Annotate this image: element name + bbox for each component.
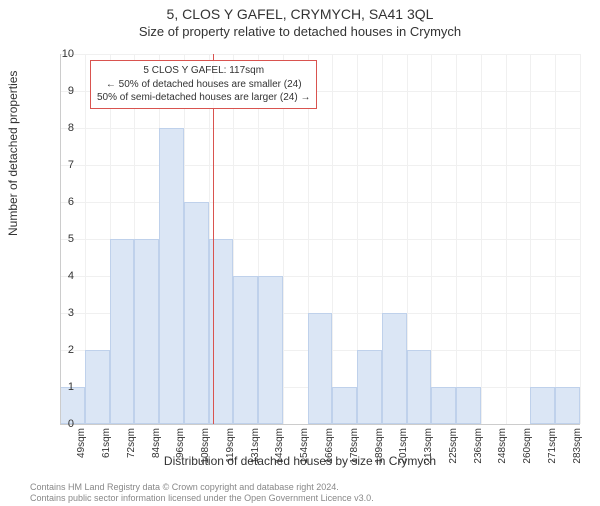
footer-line: Contains public sector information licen… <box>30 493 374 504</box>
x-tick-label: 119sqm <box>225 428 236 478</box>
gridline-horizontal <box>60 202 580 203</box>
histogram-bar <box>407 350 432 424</box>
x-tick-label: 108sqm <box>200 428 211 478</box>
x-tick-label: 131sqm <box>250 428 261 478</box>
gridline-vertical <box>332 54 333 424</box>
histogram-bar <box>308 313 333 424</box>
y-tick-label: 0 <box>54 418 74 430</box>
x-tick-label: 96sqm <box>175 428 186 478</box>
y-tick-label: 9 <box>54 85 74 97</box>
y-tick-label: 3 <box>54 307 74 319</box>
x-axis-line <box>60 424 580 425</box>
histogram-bar <box>233 276 258 424</box>
gridline-vertical <box>555 54 556 424</box>
x-tick-label: 283sqm <box>572 428 583 478</box>
histogram-bar <box>456 387 481 424</box>
x-tick-label: 178sqm <box>349 428 360 478</box>
gridline-horizontal <box>60 54 580 55</box>
gridline-vertical <box>431 54 432 424</box>
x-tick-label: 61sqm <box>101 428 112 478</box>
histogram-bar <box>110 239 135 424</box>
x-tick-label: 72sqm <box>126 428 137 478</box>
histogram-bar <box>85 350 110 424</box>
gridline-vertical <box>456 54 457 424</box>
gridline-vertical <box>506 54 507 424</box>
property-marker-line <box>213 54 214 424</box>
y-tick-label: 4 <box>54 270 74 282</box>
histogram-bar <box>184 202 209 424</box>
footer-line: Contains HM Land Registry data © Crown c… <box>30 482 374 493</box>
histogram-bar <box>159 128 184 424</box>
histogram-bar <box>209 239 234 424</box>
x-tick-label: 213sqm <box>423 428 434 478</box>
y-tick-label: 6 <box>54 196 74 208</box>
annotation-line: 5 CLOS Y GAFEL: 117sqm <box>97 64 310 78</box>
x-tick-label: 236sqm <box>473 428 484 478</box>
page-subtitle: Size of property relative to detached ho… <box>0 24 600 39</box>
gridline-vertical <box>580 54 581 424</box>
gridline-vertical <box>530 54 531 424</box>
histogram-bar <box>258 276 283 424</box>
plot-area: 5 CLOS Y GAFEL: 117sqm← 50% of detached … <box>60 54 580 424</box>
y-tick-label: 7 <box>54 159 74 171</box>
annotation-line: ← 50% of detached houses are smaller (24… <box>97 78 310 92</box>
histogram-bar <box>134 239 159 424</box>
histogram-bar <box>357 350 382 424</box>
x-tick-label: 143sqm <box>274 428 285 478</box>
histogram-bar <box>382 313 407 424</box>
y-axis-label: Number of detached properties <box>6 71 20 236</box>
y-tick-label: 10 <box>54 48 74 60</box>
y-tick-label: 2 <box>54 344 74 356</box>
x-tick-label: 84sqm <box>151 428 162 478</box>
x-tick-label: 248sqm <box>497 428 508 478</box>
histogram-bar <box>332 387 357 424</box>
x-tick-label: 225sqm <box>448 428 459 478</box>
y-tick-label: 8 <box>54 122 74 134</box>
x-tick-label: 260sqm <box>522 428 533 478</box>
x-tick-label: 166sqm <box>324 428 335 478</box>
annotation-box: 5 CLOS Y GAFEL: 117sqm← 50% of detached … <box>90 60 317 109</box>
x-tick-label: 201sqm <box>398 428 409 478</box>
y-tick-label: 1 <box>54 381 74 393</box>
x-tick-label: 271sqm <box>547 428 558 478</box>
annotation-line: 50% of semi-detached houses are larger (… <box>97 91 310 105</box>
histogram-bar <box>530 387 555 424</box>
x-tick-label: 189sqm <box>374 428 385 478</box>
footer-attribution: Contains HM Land Registry data © Crown c… <box>30 482 374 505</box>
page-title: 5, CLOS Y GAFEL, CRYMYCH, SA41 3QL <box>0 6 600 22</box>
x-tick-label: 49sqm <box>76 428 87 478</box>
x-tick-label: 154sqm <box>299 428 310 478</box>
gridline-horizontal <box>60 128 580 129</box>
histogram-bar <box>555 387 580 424</box>
histogram-bar <box>431 387 456 424</box>
gridline-horizontal <box>60 165 580 166</box>
gridline-vertical <box>481 54 482 424</box>
chart-container: 5, CLOS Y GAFEL, CRYMYCH, SA41 3QL Size … <box>0 6 600 506</box>
y-tick-label: 5 <box>54 233 74 245</box>
gridline-vertical <box>283 54 284 424</box>
